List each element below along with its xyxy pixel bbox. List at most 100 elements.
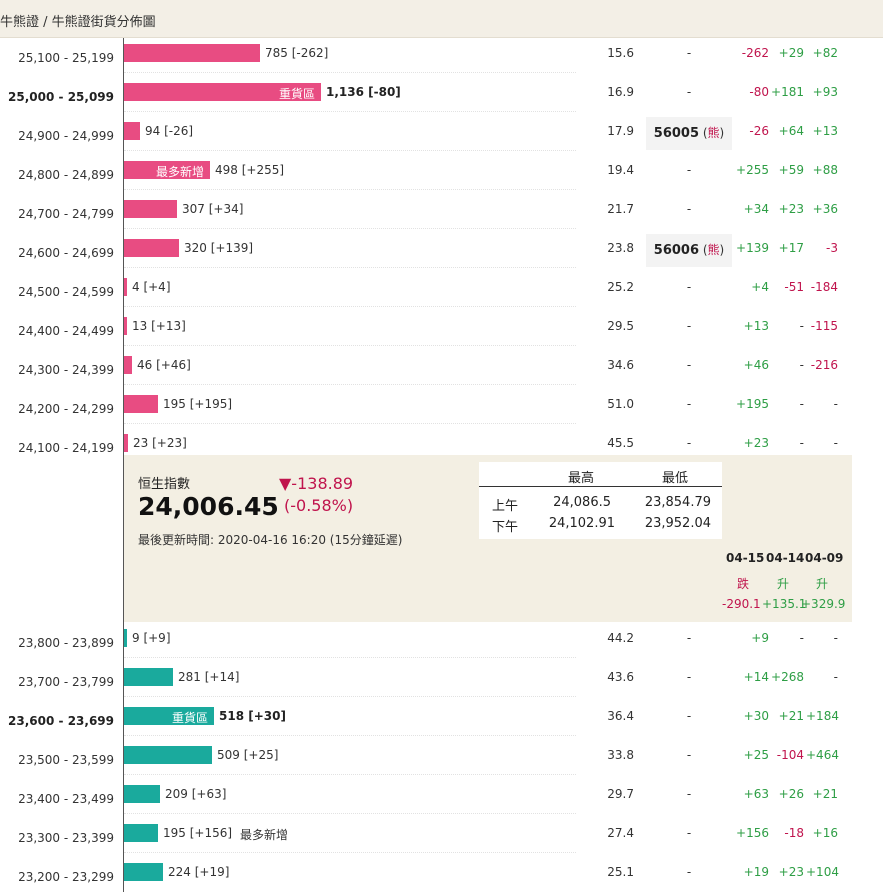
warrant-code: -: [686, 748, 692, 762]
bull-row[interactable]: 23,300 - 23,399 195 [+156] 最多新增 27.4 - +156 -1…: [0, 819, 883, 858]
daily-change-3: -: [833, 670, 838, 684]
outstanding-count: 518 [+30]: [219, 709, 286, 723]
outstanding-count: 224 [+19]: [168, 865, 230, 879]
warrant-code: -: [686, 826, 692, 840]
row-divider: [124, 657, 576, 658]
bear-bar[interactable]: [124, 239, 179, 257]
outstanding-count: 4 [+4]: [132, 280, 171, 294]
bear-bar[interactable]: [124, 200, 177, 218]
strike-range: 24,600 - 24,699: [18, 246, 114, 260]
chart-axis: [123, 38, 124, 892]
hedge-ratio: 25.1: [607, 865, 634, 879]
bear-row[interactable]: 24,300 - 24,399 46 [+46] 34.6- +46- -216: [0, 351, 883, 390]
daily-change-2: +23: [778, 865, 804, 879]
hedge-ratio: 36.4: [607, 709, 634, 723]
bear-row[interactable]: 24,600 - 24,699 320 [+139] 23.8 56006 (熊) +1…: [0, 234, 883, 273]
bull-bar[interactable]: [124, 824, 158, 842]
daily-change-1: +34: [743, 202, 769, 216]
daily-change-1: +13: [743, 319, 769, 333]
bear-row[interactable]: 25,000 - 25,099 重貨區 1,136 [-80] 16.9 - -80 +18…: [0, 78, 883, 117]
bear-bar[interactable]: [124, 434, 128, 452]
outstanding-count: 9 [+9]: [132, 631, 171, 645]
daily-change-2: +23: [778, 202, 804, 216]
bear-bar[interactable]: [124, 44, 260, 62]
bar-tag-label: 重貨區: [278, 87, 315, 101]
outstanding-count: 320 [+139]: [184, 241, 254, 255]
history-date: 04-09: [805, 551, 844, 565]
bear-row[interactable]: 24,800 - 24,899 最多新增 498 [+255] 19.4 - +255 +5…: [0, 156, 883, 195]
bear-row[interactable]: 24,500 - 24,599 4 [+4] 25.2 - +4 -51 -184: [0, 273, 883, 312]
daily-change-2: -51: [784, 280, 804, 294]
am-high: 24,086.5: [553, 495, 611, 510]
warrant-code-link[interactable]: 56005 (熊): [646, 117, 732, 150]
bull-row[interactable]: 23,400 - 23,499 209 [+63] 29.7 - +63 +26 +21: [0, 780, 883, 819]
warrant-type: 熊: [707, 126, 720, 140]
row-divider: [124, 384, 576, 385]
daily-change-2: -: [799, 319, 804, 333]
bar-tag-label: 最多新增: [155, 165, 204, 179]
bear-row[interactable]: 25,100 - 25,199 785 [-262] 15.6 - -262 +29 +82: [0, 39, 883, 78]
bull-row[interactable]: 23,500 - 23,599 509 [+25] 33.8 - +25 -104 +464: [0, 741, 883, 780]
bear-row[interactable]: 24,900 - 24,999 94 [-26] 17.9 56005 (熊) -26 +…: [0, 117, 883, 156]
bear-bar[interactable]: 重貨區: [124, 83, 321, 101]
daily-change-3: +88: [812, 163, 838, 177]
bear-bar[interactable]: 最多新增: [124, 161, 210, 179]
history-change: +329.9: [801, 597, 846, 611]
bear-row[interactable]: 24,200 - 24,299 195 [+195] 51.0 - +195 - -: [0, 390, 883, 429]
bear-row[interactable]: 24,100 - 24,199 23 [+23] 45.5 - +23 - -: [0, 429, 883, 468]
daily-change-3: -: [833, 397, 838, 411]
pm-label: 下午: [492, 520, 519, 535]
warrant-code: -: [686, 202, 692, 216]
warrant-code-link[interactable]: 56006 (熊): [646, 234, 732, 267]
bull-row[interactable]: 23,800 - 23,899 9 [+9] 44.2 - +9 - -: [0, 624, 883, 663]
bear-bar[interactable]: [124, 122, 140, 140]
daily-change-2: +26: [778, 787, 804, 801]
bull-bar[interactable]: [124, 785, 160, 803]
bear-bar[interactable]: [124, 395, 158, 413]
daily-change-1: +139: [736, 241, 769, 255]
outstanding-count: 23 [+23]: [133, 436, 187, 450]
bear-bar[interactable]: [124, 356, 132, 374]
strike-range: 24,400 - 24,499: [18, 324, 114, 338]
am-label: 上午: [492, 499, 519, 514]
bull-bar[interactable]: 重貨區: [124, 707, 214, 725]
warrant-code: 56005: [653, 126, 700, 141]
hedge-ratio: 27.4: [607, 826, 634, 840]
bull-bar[interactable]: [124, 863, 163, 881]
outstanding-count: 209 [+63]: [165, 787, 227, 801]
bar-tag-label: 最多新增: [240, 828, 289, 842]
strike-range: 23,800 - 23,899: [18, 636, 114, 650]
bull-row[interactable]: 23,600 - 23,699 重貨區 518 [+30] 36.4 - +30 +21 +1…: [0, 702, 883, 741]
table-header-divider: [479, 486, 722, 487]
hedge-ratio: 21.7: [607, 202, 634, 216]
daily-change-3: +104: [806, 865, 839, 879]
daily-change-1: -26: [749, 124, 769, 138]
high-low-table: 最高 最低 上午 24,086.5 23,854.79 下午 24,102.91…: [479, 462, 722, 539]
daily-change-3: +82: [812, 46, 838, 60]
bull-bar[interactable]: [124, 629, 127, 647]
warrant-code: -: [686, 280, 692, 294]
bull-bar[interactable]: [124, 668, 173, 686]
row-divider: [124, 774, 576, 775]
warrant-code: -: [686, 397, 692, 411]
bear-row[interactable]: 24,700 - 24,799 307 [+34] 21.7 - +34 +23 +36: [0, 195, 883, 234]
strike-range: 24,900 - 24,999: [18, 129, 114, 143]
daily-change-1: +255: [736, 163, 769, 177]
bear-row[interactable]: 24,400 - 24,499 13 [+13] 29.5- +13- -115: [0, 312, 883, 351]
hedge-ratio: 16.9: [607, 85, 634, 99]
breadcrumb-text: 牛熊證 / 牛熊證街貨分佈圖: [0, 15, 156, 30]
outstanding-count: 498 [+255]: [215, 163, 285, 177]
bear-bar[interactable]: [124, 317, 127, 335]
row-divider: [124, 111, 576, 112]
index-change-percent: (-0.58%): [284, 496, 354, 515]
hedge-ratio: 15.6: [607, 46, 634, 60]
daily-change-3: -184: [810, 280, 838, 294]
hedge-ratio: 19.4: [607, 163, 634, 177]
row-divider: [124, 813, 576, 814]
bull-row[interactable]: 23,700 - 23,799 281 [+14] 43.6 - +14 +268 -: [0, 663, 883, 702]
bull-bar[interactable]: [124, 746, 212, 764]
bear-bar[interactable]: [124, 278, 127, 296]
bull-row[interactable]: 23,200 - 23,299 224 [+19] 25.1 - +19 +23 +104: [0, 858, 883, 892]
warrant-type: 熊: [707, 243, 720, 257]
index-panel: 恒生指數 24,006.45 ▼-138.89 (-0.58%) 最後更新時間:…: [124, 455, 852, 622]
